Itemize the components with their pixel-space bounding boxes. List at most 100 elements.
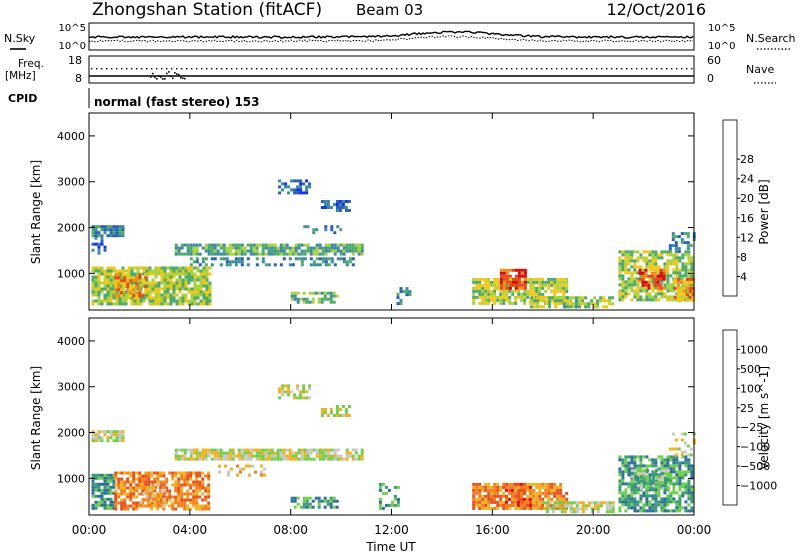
heatmap-cell: [335, 200, 339, 203]
heatmap-cell: [690, 268, 694, 272]
heatmap-cell: [153, 477, 157, 481]
heatmap-cell: [680, 241, 684, 245]
heatmap-cell: [106, 439, 110, 443]
heatmap-cell: [513, 497, 517, 501]
heatmap-cell: [296, 387, 300, 391]
heatmap-cell: [192, 252, 196, 256]
heatmap-cell: [535, 494, 539, 498]
heatmap-cell: [684, 250, 688, 254]
heatmap-cell: [687, 256, 691, 260]
heatmap-cell: [267, 243, 271, 247]
heatmap-cell: [100, 299, 104, 303]
heatmap-cell: [136, 287, 140, 291]
heatmap-cell: [633, 491, 637, 495]
heatmap-cell: [636, 259, 640, 263]
heatmap-cell: [532, 497, 536, 501]
heatmap-cell: [112, 473, 116, 477]
heatmap-cell: [103, 272, 107, 276]
heatmap-cell: [532, 295, 536, 299]
heatmap-cell: [602, 305, 606, 309]
heatmap-cell: [680, 432, 684, 436]
heatmap-cell: [91, 439, 95, 443]
heatmap-cell: [669, 274, 673, 278]
heatmap-cell: [691, 286, 695, 290]
heatmap-cell: [225, 260, 229, 264]
heatmap-cell: [148, 494, 152, 498]
heatmap-cell: [281, 393, 285, 397]
heatmap-cell: [621, 464, 625, 468]
heatmap-cell: [663, 488, 667, 492]
nave-dot: [511, 68, 513, 70]
heatmap-cell: [516, 494, 520, 498]
heatmap-cell: [357, 249, 361, 253]
heatmap-cell: [303, 451, 307, 455]
heatmap-cell: [351, 263, 355, 267]
heatmap-cell: [651, 470, 655, 474]
heatmap-cell: [646, 484, 649, 488]
heatmap-cell: [505, 268, 509, 272]
heatmap-cell: [618, 259, 622, 263]
heatmap-cell: [172, 290, 176, 294]
heatmap-cell: [550, 289, 554, 293]
heatmap-cell: [669, 455, 673, 459]
nave-dot: [456, 68, 458, 70]
heatmap-cell: [100, 503, 104, 507]
heatmap-cell: [541, 503, 545, 507]
heatmap-cell: [627, 277, 631, 281]
heatmap-cell: [186, 507, 190, 511]
heatmap-cell: [100, 290, 104, 294]
nave-dot: [451, 68, 453, 70]
heatmap-cell: [97, 503, 101, 507]
heatmap-cell: [193, 284, 197, 288]
heatmap-cell: [169, 266, 173, 270]
heatmap-cell: [608, 299, 612, 303]
heatmap-cell: [293, 393, 297, 397]
heatmap-cell: [627, 268, 631, 272]
heatmap-cell: [117, 492, 121, 496]
heatmap-cell: [673, 277, 677, 281]
heatmap-cell: [689, 447, 693, 451]
heatmap-cell: [255, 249, 259, 253]
heatmap-cell: [633, 461, 637, 465]
heatmap-cell: [138, 294, 142, 298]
heatmap-cell: [667, 478, 670, 482]
heatmap-cell: [282, 249, 286, 253]
heatmap-cell: [690, 509, 694, 513]
heatmap-cell: [318, 252, 322, 256]
heatmap-cell: [132, 504, 136, 508]
heatmap-cell: [678, 488, 682, 492]
heatmap-cell: [196, 287, 200, 291]
heatmap-cell: [261, 260, 265, 264]
heatmap-cell: [195, 246, 199, 250]
heatmap-cell: [100, 234, 104, 238]
heatmap-cell: [162, 480, 166, 484]
heatmap-cell: [645, 503, 649, 507]
heatmap-cell: [682, 289, 686, 293]
freq-unit-label: [MHz]: [5, 70, 36, 82]
heatmap-cell: [335, 294, 339, 298]
heatmap-cell: [115, 278, 119, 282]
heatmap-cell: [290, 297, 294, 301]
heatmap-cell: [136, 269, 140, 273]
heatmap-cell: [183, 504, 187, 508]
heatmap-cell: [204, 489, 208, 493]
heatmap-cell: [678, 295, 682, 299]
heatmap-cell: [399, 299, 403, 303]
heatmap-cell: [551, 507, 555, 511]
heatmap-cell: [302, 505, 306, 509]
nave-dot: [106, 68, 108, 70]
heatmap-cell: [115, 231, 119, 235]
heatmap-cell: [237, 252, 241, 256]
heatmap-cell: [222, 454, 226, 458]
heatmap-cell: [653, 274, 657, 278]
heatmap-cell: [357, 252, 361, 256]
beam-label: Beam 03: [356, 1, 423, 19]
heatmap-cell: [631, 487, 634, 491]
heatmap-cell: [91, 473, 95, 477]
heatmap-cell: [484, 286, 488, 290]
heatmap-cell: [300, 451, 304, 455]
heatmap-cell: [321, 249, 325, 253]
heatmap-cell: [103, 293, 107, 297]
heatmap-cell: [135, 507, 139, 511]
